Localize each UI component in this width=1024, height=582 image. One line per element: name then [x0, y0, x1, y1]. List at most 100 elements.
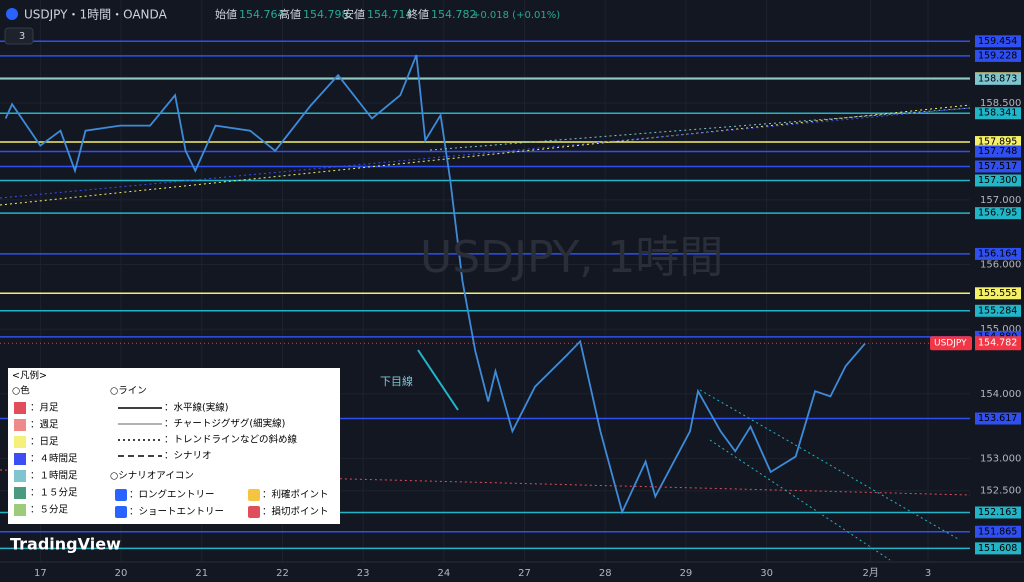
level-label: 157.895: [978, 137, 1017, 148]
brand: TradingView: [10, 535, 121, 554]
level-label: 159.228: [978, 50, 1017, 61]
legend-label: ：チャートジグザグ(細実線): [164, 418, 285, 430]
change: +0.018 (+0.01%): [472, 10, 560, 21]
level-tag: [975, 174, 1021, 187]
legend-label: ：１時間足: [30, 471, 78, 482]
last-price-tag: [975, 336, 1021, 351]
level-label: 158.341: [978, 108, 1017, 119]
x-tick-label: 17: [34, 568, 47, 579]
legend-label: ：日足: [30, 437, 59, 448]
legend-swatch: [14, 419, 26, 431]
level-tag: [975, 247, 1021, 260]
ohlc-value: 154.782: [431, 8, 477, 21]
price-line: [4, 54, 866, 515]
x-tick-label: 27: [518, 568, 531, 579]
level-tag: [975, 207, 1021, 220]
legend-heading: ○ライン: [110, 386, 147, 397]
legend-swatch: [14, 487, 26, 499]
symbol: USDJPY・1時間・OANDA: [24, 8, 168, 22]
legend-label: ：ロングエントリー: [129, 489, 215, 501]
legend-label: ：１５分足: [30, 488, 78, 499]
legend-swatch: [14, 504, 26, 516]
level-tag: [975, 107, 1021, 120]
ohlc-label: 始値: [215, 7, 237, 21]
plot: [0, 0, 970, 562]
level-tag: [975, 160, 1021, 173]
legend-heading: ○色: [12, 385, 30, 397]
flag-icon: [6, 8, 18, 20]
indicator-toggle[interactable]: [4, 27, 34, 45]
level-tag: [975, 525, 1021, 538]
arrow: [417, 349, 459, 411]
trendline: [709, 439, 891, 561]
legend: <凡例> ○色：月足 ：週足 ：日足 ：４時間足 ：１時間足 ：１５分足 ：５分足 ○ライン ：水…: [12, 370, 329, 518]
level-label: 153.617: [978, 413, 1017, 424]
level-label: 156.795: [978, 208, 1017, 219]
legend-title: <凡例>: [12, 370, 47, 382]
level-label: 152.163: [978, 507, 1017, 518]
legend-icon: [248, 506, 260, 518]
legend-label: ：月足: [30, 403, 59, 414]
level-label: 151.608: [978, 543, 1017, 554]
x-tick-label: 24: [437, 568, 450, 579]
y-tick-label: 158.500: [980, 98, 1021, 109]
x-tick-label: 30: [760, 568, 773, 579]
x-tick-label: 28: [599, 568, 612, 579]
last-price-tag: [930, 336, 972, 351]
x-tick-label: 2月: [863, 567, 879, 579]
level-label: 159.454: [978, 36, 1017, 47]
ohlc-value: 154.798: [303, 8, 349, 21]
x-tick-label: 29: [680, 568, 693, 579]
ohlc-value: 154.714: [367, 8, 413, 21]
level-label: 155.284: [978, 305, 1017, 316]
legend-label: ：水平線(実線): [164, 402, 228, 414]
y-axis: [970, 0, 1024, 562]
level-label: 151.865: [978, 526, 1017, 537]
legend-swatch: [14, 470, 26, 482]
last-price-name: USDJPY: [934, 339, 967, 349]
legend-heading: ○シナリオアイコン: [110, 471, 194, 482]
y-tick-label: 152.500: [980, 486, 1021, 497]
x-tick-label: 21: [195, 568, 208, 579]
trendline: [429, 107, 971, 151]
level-label: 156.164: [978, 248, 1017, 259]
y-tick-label: 154.000: [980, 389, 1021, 400]
trendline: [699, 389, 961, 541]
level-label: 158.873: [978, 73, 1017, 84]
x-tick-label: 20: [115, 568, 128, 579]
level-tag: [975, 304, 1021, 317]
legend-icon: [248, 489, 260, 501]
x-tick-label: 22: [276, 568, 289, 579]
level-tag: [975, 49, 1021, 62]
legend-swatch: [14, 453, 26, 465]
level-tag: [975, 412, 1021, 425]
y-tick-label: 156.000: [980, 260, 1021, 271]
x-tick-label: 23: [357, 568, 370, 579]
legend-swatch: [14, 436, 26, 448]
legend-label: ：５分足: [30, 505, 69, 516]
legend-label: ：利確ポイント: [262, 489, 329, 501]
ohlc-label: 終値: [407, 7, 429, 21]
legend-icon: [115, 489, 127, 501]
ohlc-value: 154.764: [239, 8, 285, 21]
legend-label: ：週足: [30, 419, 59, 431]
ohlc-label: 安値: [343, 7, 365, 21]
legend-box: [8, 368, 340, 524]
level-tag: [975, 287, 1021, 300]
indicator-count: 3: [19, 31, 25, 42]
level-label: 157.517: [978, 161, 1017, 172]
annotation: 下目線: [380, 374, 413, 388]
legend-label: ：トレンドラインなどの斜め線: [164, 434, 298, 446]
level-label: 157.300: [978, 175, 1017, 186]
level-label: 155.555: [978, 288, 1017, 299]
axis: 158.500 157.000 156.000 155.000 154.000 153.0…: [34, 35, 1021, 579]
ohlc-label: 高値: [279, 7, 301, 21]
level-tag: [975, 35, 1021, 48]
y-tick-label: 155.000: [980, 324, 1021, 335]
trendline: [0, 107, 971, 199]
y-tick-label: 157.000: [980, 195, 1021, 206]
legend-swatch: [14, 402, 26, 414]
legend-label: ：４時間足: [30, 454, 78, 465]
